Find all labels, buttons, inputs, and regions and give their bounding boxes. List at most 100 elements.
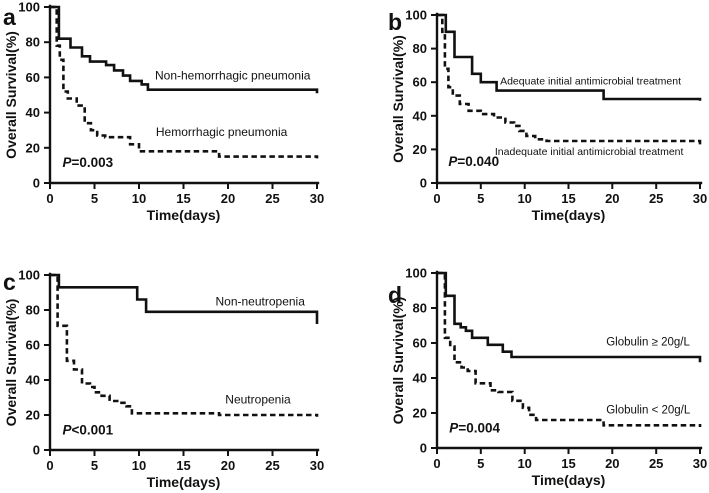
series-label: Adequate initial antimicrobial treatment [500, 76, 681, 88]
p-value-italic-prefix: P [448, 154, 458, 169]
y-tick-label: 60 [413, 75, 427, 90]
x-tick-label: 20 [221, 458, 235, 473]
x-tick-label: 0 [433, 456, 440, 471]
y-tick-label: 100 [18, 268, 40, 283]
x-tick-label: 25 [265, 458, 279, 473]
x-axis-title: Time(days) [147, 474, 221, 490]
p-value-label: P=0.004 [449, 420, 500, 435]
x-axis-title: Time(days) [147, 207, 221, 223]
series-label: Inadequate initial antimicrobial treatme… [495, 146, 684, 158]
series-label: Hemorrhagic pneumonia [156, 125, 288, 139]
panel-letter: d [388, 282, 402, 308]
x-tick-label: 15 [176, 191, 190, 206]
y-tick-label: 0 [33, 443, 40, 458]
y-axis-title: Overall Survival(%) [390, 297, 406, 425]
y-axis-title: Overall Survival(%) [3, 31, 19, 159]
y-tick-label: 80 [26, 35, 40, 50]
x-tick-label: 25 [265, 191, 279, 206]
panel-d-chart: 0 20 40 60 80 100 0 5 10 15 20 25 30 Time(days) Overal… [388, 266, 707, 489]
x-axis-title: Time(days) [532, 207, 606, 223]
series-label: Neutropenia [225, 392, 291, 406]
y-axis-title: Overall Survival(%) [390, 35, 406, 163]
y-tick-label: 40 [413, 371, 427, 386]
y-tick-label: 60 [26, 338, 40, 353]
p-value-label: P<0.001 [63, 422, 114, 437]
x-tick-label: 25 [649, 191, 663, 206]
x-tick-label: 5 [477, 191, 484, 206]
x-axis-title: Time(days) [532, 472, 606, 488]
panel-a-chart: 0 20 40 60 80 100 0 5 10 15 20 25 30 Time(days) Overal… [3, 0, 324, 223]
x-tick-label: 10 [517, 456, 531, 471]
y-tick-label: 80 [26, 303, 40, 318]
panel-c-chart: 0 20 40 60 80 100 0 5 10 15 20 25 30 Time(days) Overal… [3, 268, 324, 491]
x-tick-label: 30 [693, 456, 707, 471]
y-tick-label: 60 [26, 70, 40, 85]
survival-curve-solid [437, 13, 702, 101]
x-tick-label: 15 [561, 456, 575, 471]
y-tick-label: 20 [413, 142, 427, 157]
y-tick-label: 20 [26, 408, 40, 423]
x-tick-label: 5 [91, 458, 98, 473]
y-tick-label: 0 [420, 176, 427, 191]
p-value-italic-prefix: P [63, 422, 73, 437]
survival-curve-solid [50, 273, 319, 324]
y-tick-label: 0 [33, 176, 40, 191]
x-tick-label: 25 [649, 456, 663, 471]
x-tick-label: 5 [91, 191, 98, 206]
panel-letter: c [3, 269, 16, 295]
x-tick-label: 30 [693, 191, 707, 206]
x-tick-label: 0 [46, 191, 53, 206]
x-tick-label: 15 [561, 191, 575, 206]
survival-curve-dashed [50, 5, 319, 159]
x-tick-label: 10 [132, 458, 146, 473]
x-tick-label: 10 [517, 191, 531, 206]
x-tick-label: 20 [605, 191, 619, 206]
survival-curve-solid [437, 271, 702, 363]
p-value-rest: =0.040 [457, 154, 499, 169]
x-tick-label: 30 [310, 458, 324, 473]
panel-b: 0 20 40 60 80 100 0 5 10 15 20 25 30 Time(days) Overal… [355, 0, 709, 247]
p-value-italic-prefix: P [449, 420, 459, 435]
y-tick-label: 40 [26, 105, 40, 120]
series-label: Non-neutropenia [216, 294, 306, 308]
x-tick-label: 30 [310, 191, 324, 206]
y-tick-label: 40 [413, 108, 427, 123]
series-label: Non-hemorrhagic pneumonia [155, 69, 311, 83]
p-value-rest: =0.004 [458, 420, 500, 435]
survival-curve-dashed [50, 273, 319, 417]
y-tick-label: 60 [413, 336, 427, 351]
y-tick-label: 20 [26, 140, 40, 155]
x-tick-label: 10 [132, 191, 146, 206]
survival-curve-dashed [437, 13, 702, 145]
y-tick-label: 0 [420, 441, 427, 456]
y-tick-label: 100 [405, 8, 427, 23]
y-tick-label: 80 [413, 41, 427, 56]
p-value-label: P=0.040 [448, 154, 499, 169]
survival-curve-solid [50, 5, 319, 94]
panel-letter: a [3, 4, 16, 30]
x-tick-label: 15 [176, 458, 190, 473]
p-value-label: P=0.003 [63, 155, 114, 170]
p-value-rest: <0.001 [72, 422, 114, 437]
x-tick-label: 0 [46, 458, 53, 473]
panel-b-chart: 0 20 40 60 80 100 0 5 10 15 20 25 30 Time(days) Overal… [388, 8, 707, 224]
p-value-italic-prefix: P [63, 155, 73, 170]
y-tick-label: 100 [405, 266, 427, 281]
p-value-rest: =0.003 [72, 155, 114, 170]
x-tick-label: 0 [433, 191, 440, 206]
series-label: Globulin ≥ 20g/L [606, 336, 690, 348]
x-tick-label: 5 [477, 456, 484, 471]
panel-letter: b [388, 9, 402, 35]
x-tick-label: 20 [605, 456, 619, 471]
panel-d: 0 20 40 60 80 100 0 5 10 15 20 25 30 Time(days) Overal… [355, 247, 709, 493]
y-tick-label: 100 [18, 0, 40, 15]
y-axis-title: Overall Survival(%) [3, 299, 19, 427]
y-tick-label: 80 [413, 301, 427, 316]
x-tick-label: 20 [221, 191, 235, 206]
panel-c: 0 20 40 60 80 100 0 5 10 15 20 25 30 Time(days) Overal… [0, 247, 355, 493]
series-label: Globulin < 20g/L [606, 405, 691, 417]
y-tick-label: 20 [413, 406, 427, 421]
y-tick-label: 40 [26, 373, 40, 388]
panel-a: 0 20 40 60 80 100 0 5 10 15 20 25 30 Time(days) Overal… [0, 0, 355, 247]
